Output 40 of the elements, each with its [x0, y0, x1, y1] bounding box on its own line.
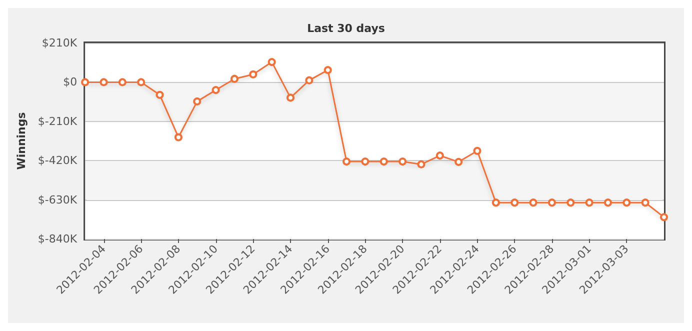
y-axis-title: Winnings [15, 112, 28, 170]
point [436, 152, 444, 160]
point [193, 97, 202, 106]
point [118, 78, 126, 86]
point [417, 160, 426, 168]
point [174, 133, 182, 142]
point [305, 76, 314, 84]
point [268, 58, 276, 66]
point [660, 213, 668, 222]
point [641, 198, 650, 207]
y-tick-label: $210K [42, 36, 78, 50]
point [566, 198, 575, 207]
y-tick-label: $-840K [38, 232, 78, 246]
chart-title: Last 30 days [307, 22, 386, 35]
point [604, 198, 612, 207]
point [100, 78, 108, 86]
point [361, 158, 370, 166]
point [137, 78, 146, 86]
point [529, 198, 538, 207]
point [548, 198, 556, 207]
point [454, 158, 463, 166]
point [473, 146, 482, 155]
point [230, 74, 238, 83]
point [324, 66, 332, 74]
point [81, 78, 90, 86]
point [286, 94, 294, 102]
point [622, 198, 631, 207]
point [380, 158, 388, 166]
y-tick-label: $0 [63, 76, 78, 89]
y-tick-label: $-420K [38, 154, 78, 168]
y-tick-label: $-630K [38, 193, 78, 206]
point [510, 198, 519, 207]
point [585, 198, 594, 207]
point [156, 90, 164, 99]
point [398, 158, 407, 166]
point [249, 70, 258, 78]
point [212, 86, 220, 94]
y-tick-label: $-210K [38, 114, 78, 128]
point [492, 198, 500, 207]
point [342, 158, 351, 166]
